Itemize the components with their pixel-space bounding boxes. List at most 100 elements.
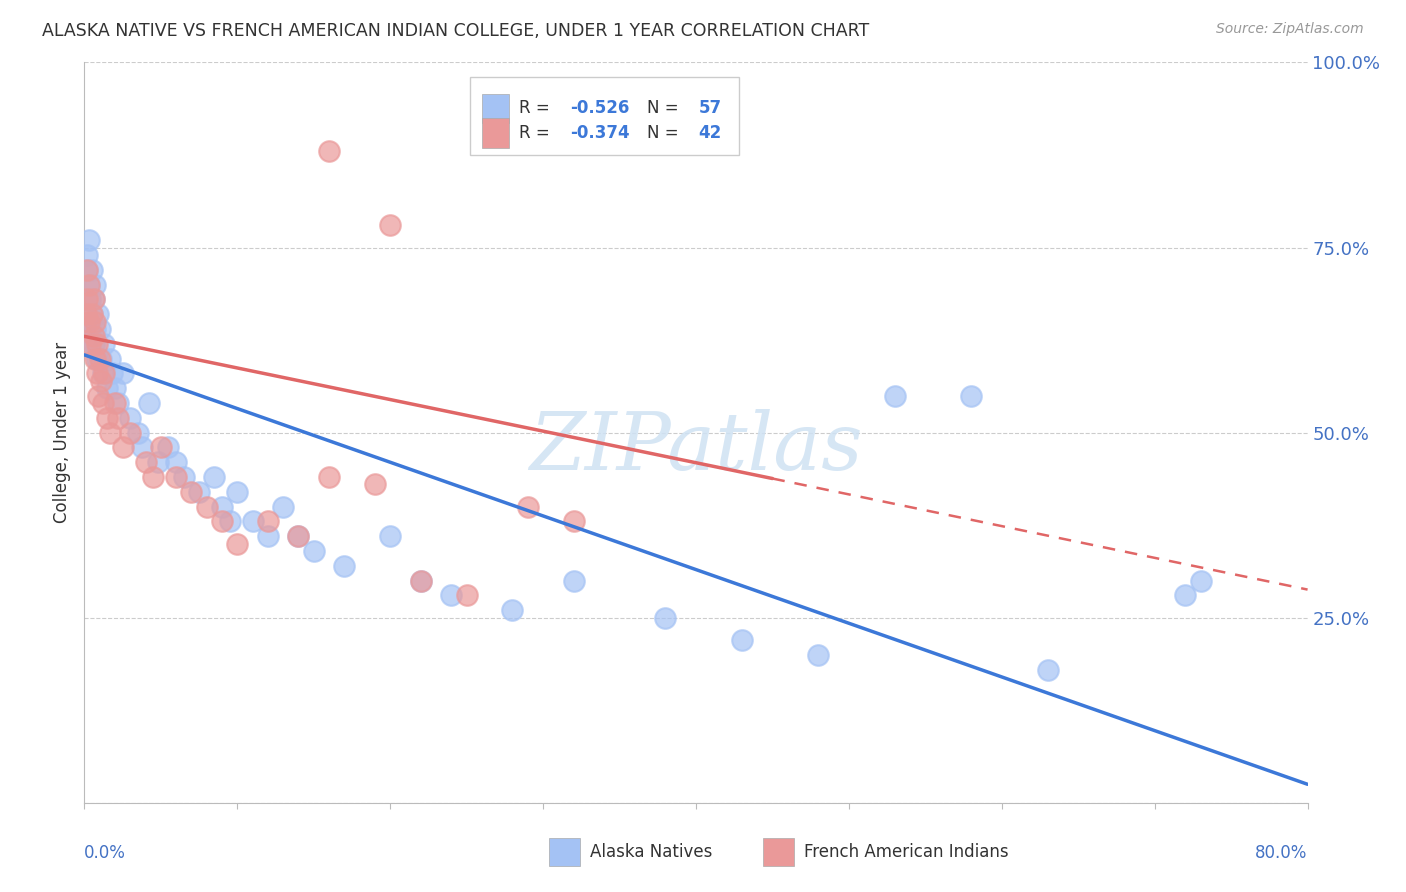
Point xyxy=(104,381,127,395)
Point xyxy=(120,425,142,440)
Text: 0.0%: 0.0% xyxy=(84,844,127,862)
Point xyxy=(96,381,118,395)
Point xyxy=(502,603,524,617)
Text: French American Indians: French American Indians xyxy=(804,843,1008,861)
Point xyxy=(731,632,754,647)
Point xyxy=(165,470,187,484)
Point xyxy=(333,558,356,573)
Point xyxy=(195,500,218,514)
Text: N =: N = xyxy=(647,124,683,142)
Point xyxy=(107,410,129,425)
Point xyxy=(79,293,101,307)
Point xyxy=(157,441,180,455)
Point xyxy=(380,219,402,233)
Bar xyxy=(763,838,794,866)
Point xyxy=(654,610,676,624)
Point xyxy=(409,574,432,588)
Point xyxy=(149,441,172,455)
Point xyxy=(90,374,112,388)
Point xyxy=(173,470,195,484)
Point xyxy=(89,322,111,336)
Point xyxy=(80,262,103,277)
Text: 80.0%: 80.0% xyxy=(1256,844,1308,862)
Point xyxy=(271,500,294,514)
Bar xyxy=(482,118,509,147)
Text: R =: R = xyxy=(519,99,554,118)
Point xyxy=(1036,663,1059,677)
Point xyxy=(89,351,111,366)
Point xyxy=(80,307,103,321)
Point xyxy=(146,455,169,469)
Point xyxy=(131,441,153,455)
Point xyxy=(188,484,211,499)
Point xyxy=(127,425,149,440)
Point xyxy=(86,336,108,351)
Point xyxy=(318,145,340,159)
Point xyxy=(380,529,402,543)
Text: N =: N = xyxy=(647,99,683,118)
Text: 57: 57 xyxy=(699,99,721,118)
Text: 42: 42 xyxy=(699,124,721,142)
FancyBboxPatch shape xyxy=(470,78,738,155)
Point xyxy=(77,277,100,292)
Point xyxy=(86,367,108,381)
Point xyxy=(242,515,264,529)
Point xyxy=(202,470,225,484)
Point xyxy=(101,367,124,381)
Point xyxy=(76,293,98,307)
Point xyxy=(287,529,309,543)
Point xyxy=(80,307,103,321)
Point xyxy=(516,500,538,514)
Point xyxy=(257,529,280,543)
Y-axis label: College, Under 1 year: College, Under 1 year xyxy=(53,342,72,524)
Point xyxy=(77,314,100,328)
Point xyxy=(84,322,107,336)
Point xyxy=(98,351,121,366)
Point xyxy=(96,410,118,425)
Point xyxy=(98,425,121,440)
Point xyxy=(960,388,983,402)
Point xyxy=(364,477,387,491)
Point xyxy=(84,277,107,292)
Point xyxy=(77,233,100,247)
Point xyxy=(409,574,432,588)
Point xyxy=(84,351,107,366)
Point xyxy=(83,329,105,343)
Text: -0.374: -0.374 xyxy=(569,124,630,142)
Point xyxy=(90,351,112,366)
Point xyxy=(180,484,202,499)
Point xyxy=(883,388,905,402)
Point xyxy=(226,484,249,499)
Point xyxy=(77,277,100,292)
Text: R =: R = xyxy=(519,124,554,142)
Point xyxy=(211,515,233,529)
Point xyxy=(1174,589,1197,603)
Point xyxy=(257,515,280,529)
Point xyxy=(302,544,325,558)
Bar xyxy=(482,94,509,123)
Point xyxy=(83,293,105,307)
Point xyxy=(91,396,114,410)
Point xyxy=(87,388,110,402)
Point xyxy=(79,336,101,351)
Point xyxy=(75,336,97,351)
Point xyxy=(111,367,134,381)
Point xyxy=(91,367,114,381)
Point xyxy=(120,410,142,425)
Point xyxy=(1189,574,1212,588)
Point xyxy=(165,455,187,469)
Text: ALASKA NATIVE VS FRENCH AMERICAN INDIAN COLLEGE, UNDER 1 YEAR CORRELATION CHART: ALASKA NATIVE VS FRENCH AMERICAN INDIAN … xyxy=(42,22,869,40)
Text: -0.526: -0.526 xyxy=(569,99,630,118)
Point xyxy=(76,262,98,277)
Point xyxy=(135,455,157,469)
Point xyxy=(138,396,160,410)
Point xyxy=(93,336,115,351)
Text: Source: ZipAtlas.com: Source: ZipAtlas.com xyxy=(1216,22,1364,37)
Point xyxy=(79,322,101,336)
Point xyxy=(87,307,110,321)
Point xyxy=(456,589,478,603)
Point xyxy=(86,351,108,366)
Point xyxy=(142,470,165,484)
Point xyxy=(562,574,585,588)
Text: Alaska Natives: Alaska Natives xyxy=(589,843,711,861)
